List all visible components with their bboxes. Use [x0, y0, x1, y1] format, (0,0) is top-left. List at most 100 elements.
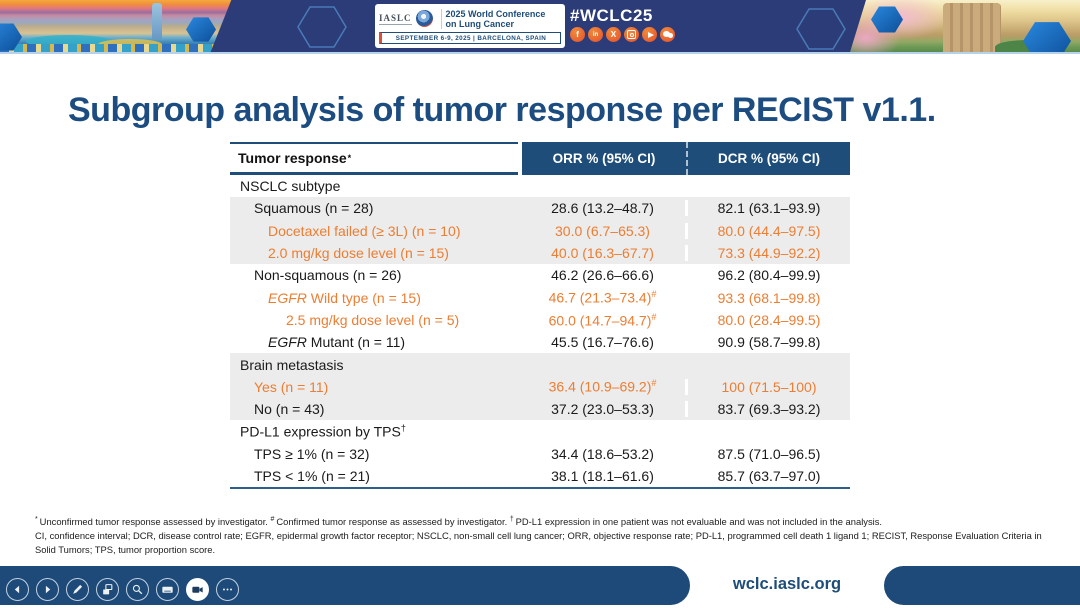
- table-row: 2.0 mg/kg dose level (n = 15) 40.0 (16.3–…: [230, 241, 850, 265]
- dcr-value: 73.3 (44.9–92.2): [685, 245, 850, 262]
- row-label: EGFR Mutant (n = 11): [268, 334, 406, 351]
- orr-value: 46.2 (26.6–66.6): [551, 267, 654, 284]
- row-label: Yes (n = 11): [254, 378, 329, 395]
- dcr-value: 80.0 (28.4–99.5): [685, 311, 850, 328]
- row-label: No (n = 43): [254, 401, 325, 418]
- cathedral-decoration: [943, 3, 1001, 52]
- keyboard-icon: [162, 586, 173, 593]
- wechat-icon[interactable]: [660, 27, 675, 42]
- row-label: EGFR Wild type (n = 15): [268, 289, 421, 306]
- column-header-tumor-response: Tumor response *: [230, 142, 518, 175]
- youtube-icon[interactable]: [642, 27, 657, 42]
- orr-value: 60.0 (14.7–94.7)#: [548, 311, 657, 329]
- page-title: Subgroup analysis of tumor response per …: [68, 90, 936, 129]
- conference-header: IASLC 2025 World Conference on Lung Canc…: [0, 0, 1080, 52]
- orr-value: 36.4 (10.9–69.2)#: [548, 378, 657, 396]
- hexagon-outline-decoration: [297, 6, 347, 48]
- orr-value: 45.5 (16.7–76.6): [551, 334, 654, 351]
- row-label: PD-L1 expression by TPS†: [240, 423, 406, 440]
- orr-value: 37.2 (23.0–53.3): [551, 401, 654, 418]
- iaslc-wordmark: IASLC: [379, 12, 412, 25]
- row-label: Docetaxel failed (≥ 3L) (n = 10): [268, 222, 461, 239]
- table-header-row: Tumor response * ORR % (95% CI) DCR % (95…: [230, 142, 850, 175]
- dcr-value: 87.5 (71.0–96.5): [685, 445, 850, 462]
- table-section-row: NSCLC subtype: [230, 175, 850, 197]
- dcr-value: 85.7 (63.7–97.0): [685, 468, 850, 484]
- divider: [440, 8, 442, 29]
- social-icons: f in X: [570, 27, 675, 42]
- dcr-value: 82.1 (63.1–93.9): [685, 200, 850, 217]
- dcr-value: 90.9 (58.7–99.8): [685, 334, 850, 351]
- footnotes: * Unconfirmed tumor response assessed by…: [35, 513, 1047, 557]
- captions-button[interactable]: [156, 578, 179, 601]
- orr-value: 30.0 (6.7–65.3): [555, 222, 650, 239]
- conference-hashtag: #WCLC25: [570, 6, 653, 25]
- iaslc-logo-box: IASLC 2025 World Conference on Lung Canc…: [375, 4, 565, 48]
- table-body: NSCLC subtype Squamous (n = 28) 28.6 (13.2…: [230, 175, 850, 490]
- slides-icon: [103, 584, 113, 595]
- hexagon-decoration: [1023, 22, 1071, 52]
- footer-bar-right: [884, 566, 1080, 605]
- row-label: Brain metastasis: [240, 356, 344, 373]
- table-row: Squamous (n = 28) 28.6 (13.2–48.7) 82.1 (6…: [230, 197, 850, 220]
- dcr-value: 96.2 (80.4–99.9): [685, 267, 850, 284]
- hexagon-decoration: [186, 17, 216, 42]
- header-divider: [0, 52, 1080, 54]
- footer-url: wclc.iaslc.org: [732, 575, 842, 593]
- table-row: Non-squamous (n = 26) 46.2 (26.6–66.6) 96.…: [230, 264, 850, 286]
- next-slide-button[interactable]: [36, 578, 59, 601]
- tower-decoration: [152, 3, 162, 39]
- barcelona-park-guell-photo: [0, 0, 252, 52]
- table-section-row: Brain metastasis: [230, 353, 850, 376]
- row-label: 2.5 mg/kg dose level (n = 5): [286, 311, 460, 328]
- dcr-value: 80.0 (44.4–97.5): [685, 222, 850, 239]
- facebook-icon[interactable]: f: [570, 27, 585, 42]
- camera-icon: [192, 586, 203, 593]
- zoom-button[interactable]: [126, 578, 149, 601]
- more-options-button[interactable]: [216, 578, 239, 601]
- mosaic-decoration: [0, 44, 252, 52]
- table-row: No (n = 43) 37.2 (23.0–53.3) 83.7 (69.3–93…: [230, 397, 850, 421]
- table-row: Yes (n = 11) 36.4 (10.9–69.2)# 100 (71.5–1…: [230, 375, 850, 398]
- table-section-row: PD-L1 expression by TPS†: [230, 420, 850, 442]
- instagram-icon[interactable]: [624, 27, 639, 42]
- hexagon-decoration: [0, 23, 22, 51]
- table-row: EGFR Wild type (n = 15) 46.7 (21.3–73.4)#…: [230, 286, 850, 308]
- arrow-right-icon: [45, 585, 51, 594]
- orr-value: 34.4 (18.6–53.2): [551, 445, 654, 462]
- orr-value: 46.7 (21.3–73.4)#: [548, 289, 657, 306]
- pen-button[interactable]: [66, 578, 89, 601]
- row-label: Non-squamous (n = 26): [254, 267, 402, 284]
- dcr-value: 83.7 (69.3–93.2): [685, 401, 850, 418]
- barcelona-sagrada-familia-photo: [845, 0, 1080, 52]
- table-row: TPS ≥ 1% (n = 32) 34.4 (18.6–53.2) 87.5 (7…: [230, 443, 850, 465]
- footnote-abbreviations: CI, confidence interval; DCR, disease co…: [35, 529, 1042, 555]
- orr-value: 40.0 (16.3–67.7): [551, 245, 654, 262]
- conference-date-location: SEPTEMBER 6-9, 2025 | BARCELONA, SPAIN: [379, 32, 561, 44]
- table-row: TPS < 1% (n = 21) 38.1 (18.1–61.6) 85.7 (6…: [230, 465, 850, 487]
- all-slides-button[interactable]: [96, 578, 119, 601]
- table-row: 2.5 mg/kg dose level (n = 5) 60.0 (14.7–9…: [230, 309, 850, 331]
- column-header-dcr: DCR % (95% CI): [686, 142, 850, 175]
- tumor-response-table: Tumor response * ORR % (95% CI) DCR % (95…: [230, 142, 850, 490]
- x-icon[interactable]: X: [606, 27, 621, 42]
- hexagon-outline-decoration: [796, 8, 846, 50]
- row-label: Squamous (n = 28): [254, 200, 374, 217]
- table-row: Docetaxel failed (≥ 3L) (n = 10) 30.0 (6.…: [230, 219, 850, 242]
- pen-icon: [73, 584, 83, 594]
- presenter-controls: [6, 578, 239, 601]
- conference-title: 2025 World Conference on Lung Cancer: [445, 8, 546, 29]
- row-label: NSCLC subtype: [240, 178, 341, 195]
- camera-button[interactable]: [186, 578, 209, 601]
- arrow-left-icon: [14, 585, 20, 594]
- footnote-symbols: * Unconfirmed tumor response assessed by…: [35, 516, 883, 528]
- table-row: EGFR Mutant (n = 11) 45.5 (16.7–76.6) 90.9…: [230, 331, 850, 353]
- previous-slide-button[interactable]: [6, 578, 29, 601]
- wclc-emblem-icon: [415, 10, 433, 27]
- linkedin-icon[interactable]: in: [588, 27, 603, 42]
- dcr-value: 100 (71.5–100): [685, 378, 850, 395]
- ellipsis-icon: [223, 588, 232, 591]
- column-header-orr: ORR % (95% CI): [522, 142, 686, 175]
- row-label: TPS ≥ 1% (n = 32): [254, 445, 370, 462]
